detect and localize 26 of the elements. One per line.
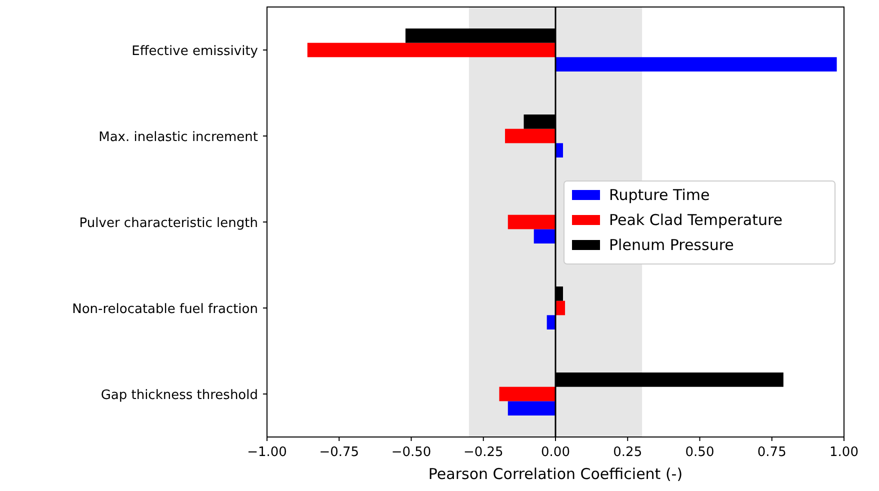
x-tick-label: −0.50 <box>391 445 432 460</box>
x-tick-label: −1.00 <box>247 445 287 460</box>
legend-label: Plenum Pressure <box>609 236 734 254</box>
x-tick-label: 0.75 <box>757 445 786 460</box>
x-tick-label: 1.00 <box>830 445 858 460</box>
x-tick-label: 0.25 <box>613 445 642 460</box>
bar <box>556 57 837 72</box>
x-tick-label: −0.25 <box>463 445 504 460</box>
x-tick-label: 0.50 <box>685 445 714 460</box>
bar <box>508 401 556 416</box>
bar <box>505 128 556 144</box>
x-tick-label: 0.00 <box>541 445 570 460</box>
bar <box>499 386 556 402</box>
legend-label: Peak Clad Temperature <box>609 211 783 229</box>
bar <box>546 315 556 330</box>
legend-label: Rupture Time <box>609 186 710 204</box>
y-tick-label: Non-relocatable fuel fraction <box>72 302 258 317</box>
bar <box>307 42 556 58</box>
y-tick-label: Effective emissivity <box>132 44 258 59</box>
bar <box>534 229 556 244</box>
x-tick-label: −0.75 <box>319 445 360 460</box>
y-tick-label: Max. inelastic increment <box>98 130 258 145</box>
bar <box>508 214 556 230</box>
y-tick-label: Gap thickness threshold <box>100 388 258 403</box>
x-axis-title: Pearson Correlation Coefficient (-) <box>428 465 683 483</box>
y-tick-label: Pulver characteristic length <box>79 216 258 231</box>
